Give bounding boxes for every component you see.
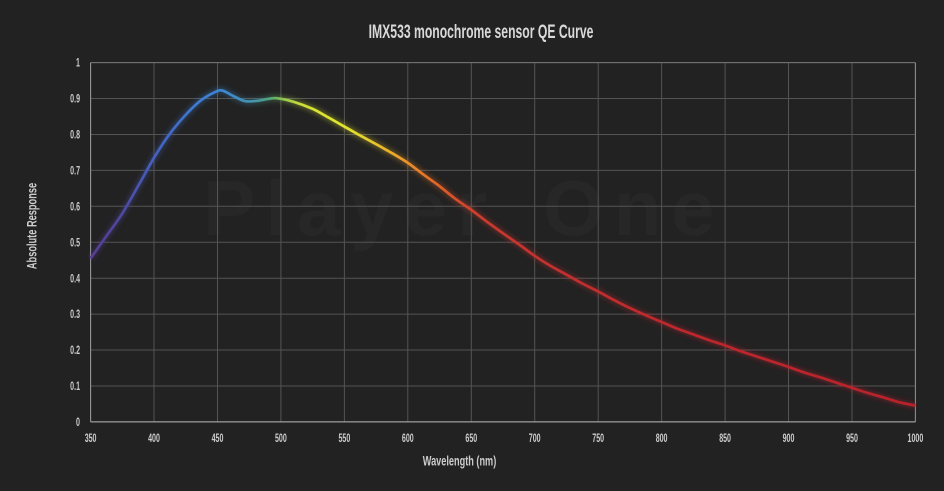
svg-text:IMX533 monochrome sensor QE Cu: IMX533 monochrome sensor QE Curve bbox=[369, 21, 594, 43]
svg-text:Absolute Response: Absolute Response bbox=[24, 183, 41, 270]
svg-text:900: 900 bbox=[783, 432, 795, 445]
svg-text:0.1: 0.1 bbox=[70, 380, 80, 393]
svg-text:700: 700 bbox=[529, 432, 541, 445]
svg-text:400: 400 bbox=[148, 432, 160, 445]
svg-text:800: 800 bbox=[656, 432, 668, 445]
svg-text:Wavelength (nm): Wavelength (nm) bbox=[423, 452, 497, 469]
svg-text:350: 350 bbox=[85, 432, 97, 445]
svg-text:1000: 1000 bbox=[908, 432, 924, 445]
svg-text:750: 750 bbox=[592, 432, 604, 445]
svg-text:0: 0 bbox=[76, 416, 80, 429]
svg-text:550: 550 bbox=[338, 432, 350, 445]
svg-text:0.9: 0.9 bbox=[70, 93, 80, 106]
svg-text:0.3: 0.3 bbox=[70, 308, 80, 321]
svg-text:1: 1 bbox=[76, 57, 80, 70]
svg-text:950: 950 bbox=[846, 432, 858, 445]
svg-text:500: 500 bbox=[275, 432, 287, 445]
svg-text:0.8: 0.8 bbox=[70, 129, 80, 142]
svg-text:600: 600 bbox=[402, 432, 414, 445]
svg-text:0.7: 0.7 bbox=[70, 165, 80, 178]
svg-text:650: 650 bbox=[465, 432, 477, 445]
svg-text:0.2: 0.2 bbox=[70, 344, 80, 357]
svg-text:0.6: 0.6 bbox=[70, 201, 80, 214]
svg-text:0.4: 0.4 bbox=[70, 273, 80, 286]
svg-text:450: 450 bbox=[212, 432, 224, 445]
svg-text:0.5: 0.5 bbox=[70, 237, 80, 250]
svg-text:850: 850 bbox=[719, 432, 731, 445]
